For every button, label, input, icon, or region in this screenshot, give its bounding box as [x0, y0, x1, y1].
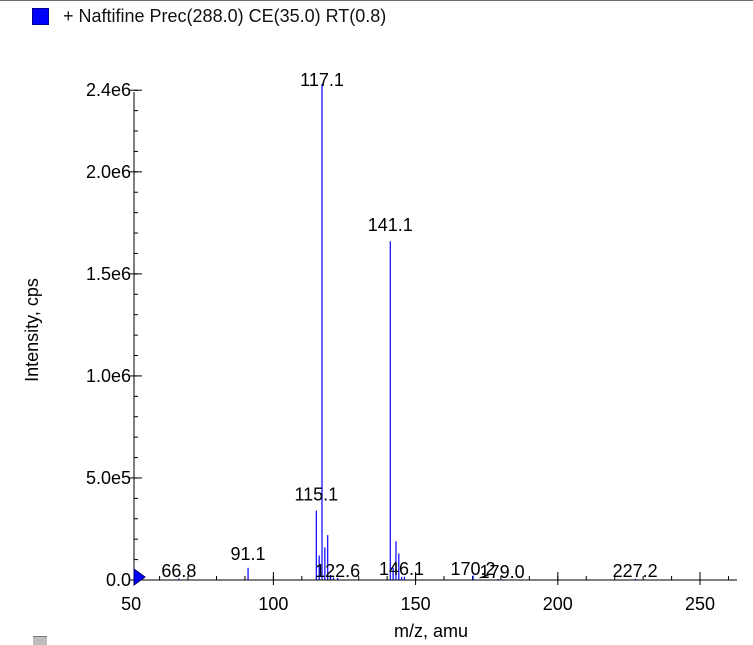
top-border — [0, 0, 753, 1]
ticks: 50 100 150 200 250 0.0 5.0e5 1.0e6 1.5e6 2.0e6 2.4… — [86, 80, 729, 614]
x-axis-title: m/z, amu — [394, 621, 468, 641]
peak-label: 227.2 — [613, 561, 658, 581]
peak-labels: 117.1 141.1 115.1 91.1 66.8 122.6 146.1 170.217… — [161, 70, 657, 582]
y-tick-label: 5.0e5 — [86, 468, 131, 488]
x-tick-label: 150 — [401, 594, 431, 614]
x-tick-label: 200 — [543, 594, 573, 614]
peak-label: 122.6 — [315, 561, 360, 581]
peak-label: 91.1 — [231, 544, 266, 564]
legend: + Naftifine Prec(288.0) CE(35.0) RT(0.8) — [32, 6, 386, 27]
peak-label: 115.1 — [294, 485, 338, 505]
footer-legend-swatch — [33, 636, 47, 645]
x-tick-label: 50 — [121, 594, 141, 614]
y-tick-label: 0.0 — [106, 570, 131, 590]
legend-swatch[interactable] — [32, 8, 49, 25]
y-axis-title: Intensity, cps — [22, 278, 42, 382]
y-tick-label: 1.0e6 — [86, 366, 131, 386]
x-tick-label: 100 — [258, 594, 288, 614]
peaks — [178, 84, 636, 580]
x-tick-label: 250 — [685, 594, 715, 614]
peak-label: 179.0 — [480, 562, 525, 582]
peak-label: 146.1 — [379, 559, 424, 579]
peak-label: 117.1 — [300, 70, 344, 90]
peak-label: 141.1 — [368, 215, 413, 235]
peak-label: 66.8 — [161, 561, 196, 581]
y-tick-label: 1.5e6 — [86, 264, 131, 284]
legend-label: + Naftifine Prec(288.0) CE(35.0) RT(0.8) — [63, 6, 387, 26]
peak-label: 170.2 — [451, 559, 496, 579]
axis-marker-icon[interactable] — [133, 568, 146, 586]
peak-label-leader — [479, 573, 492, 579]
y-tick-label: 2.0e6 — [86, 162, 131, 182]
y-tick-label: 2.4e6 — [86, 80, 131, 100]
